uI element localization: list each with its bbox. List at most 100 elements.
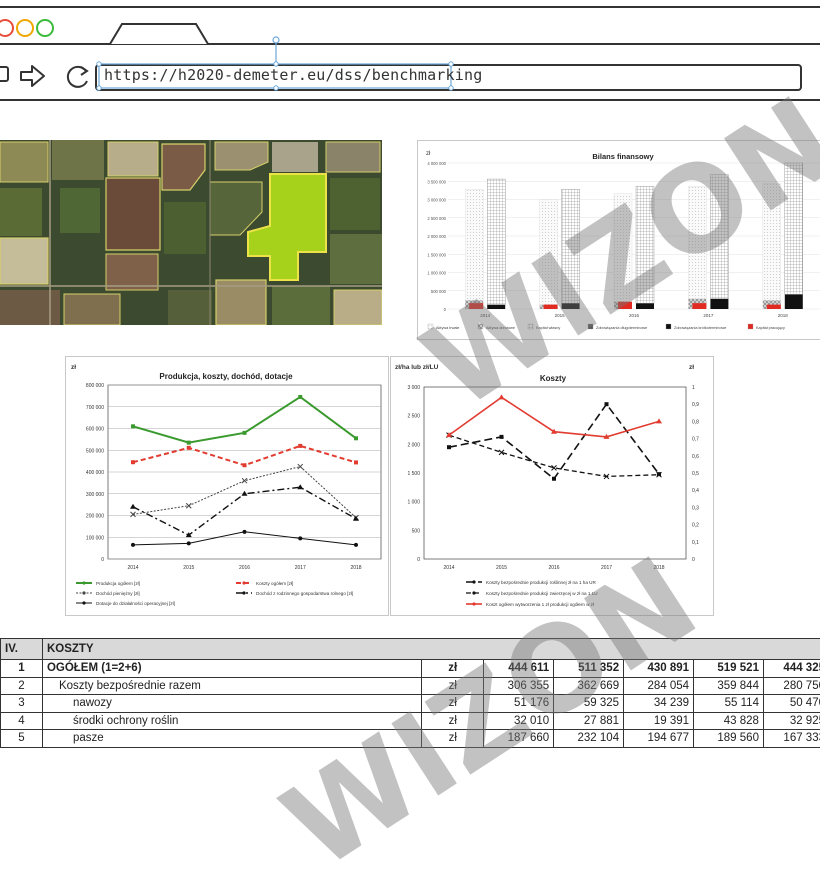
plot-area-frame xyxy=(424,387,686,559)
row-value: 444 611 xyxy=(484,660,554,678)
row-unit: zł xyxy=(422,695,484,713)
financial-legend-swatch xyxy=(588,324,593,329)
financial-x-tick: 2015 xyxy=(555,313,566,318)
financial-chart-title: Bilans finansowy xyxy=(592,152,654,161)
financial-y-tick: 1 000 000 xyxy=(427,271,446,276)
y2-tick-label: 0,1 xyxy=(692,540,699,546)
row-value: 194 677 xyxy=(624,730,694,748)
reload-icon[interactable] xyxy=(64,63,92,91)
data-point xyxy=(297,484,303,489)
data-point xyxy=(186,503,191,508)
row-number: 3 xyxy=(1,695,43,713)
row-label: Koszty bezpośrednie razem xyxy=(42,677,421,695)
legend-label: Produkcja ogółem [zł] xyxy=(96,581,140,586)
financial-y-tick: 2 500 000 xyxy=(427,216,446,221)
x-tick-label: 2015 xyxy=(183,565,194,571)
data-point xyxy=(605,402,609,406)
legend-label: Dochód pieniężny [zł] xyxy=(96,591,140,596)
financial-bar-fixed-assets xyxy=(465,189,483,300)
legend-marker xyxy=(82,591,85,594)
y-tick-label: 3 000 xyxy=(407,385,420,391)
financial-bar-short-liabilities xyxy=(562,303,580,309)
data-point xyxy=(130,504,136,509)
address-bar-url[interactable]: https://h2020-demeter.eu/dss/benchmarkin… xyxy=(104,66,482,84)
y-tick-label: 600 000 xyxy=(86,427,104,433)
data-point xyxy=(298,536,302,540)
production-costs-income-chart: zł Produkcja, koszty, dochód, dotacje 80… xyxy=(66,357,388,615)
financial-bar-equity xyxy=(785,163,803,294)
x-tick-label: 2017 xyxy=(295,565,306,571)
data-point xyxy=(242,491,248,496)
costs-chart-left-unit: zł/ha lub zł/LU xyxy=(395,364,439,371)
financial-legend-swatch xyxy=(478,324,483,329)
y-tick-label: 400 000 xyxy=(86,470,104,476)
row-label: pasze xyxy=(42,730,421,748)
row-value: 43 828 xyxy=(694,712,764,730)
data-point xyxy=(131,424,135,428)
data-point xyxy=(243,431,247,435)
financial-bar-fixed-assets xyxy=(540,200,558,305)
forward-arrow-icon[interactable] xyxy=(18,63,48,89)
row-unit: zł xyxy=(422,660,484,678)
row-number: 2 xyxy=(1,677,43,695)
x-tick-label: 2014 xyxy=(127,565,138,571)
data-point xyxy=(354,436,358,440)
financial-bar-fixed-assets xyxy=(688,186,706,298)
y2-tick-label: 0,2 xyxy=(692,523,699,529)
data-point xyxy=(243,463,247,467)
financial-bar-short-liabilities xyxy=(636,303,654,309)
y2-tick-label: 0,6 xyxy=(692,454,699,460)
row-value: 280 750 xyxy=(763,677,820,695)
row-number: 1 xyxy=(1,660,43,678)
financial-y-tick: 500 000 xyxy=(431,289,447,294)
y-tick-label: 0 xyxy=(417,557,420,563)
x-tick-label: 2016 xyxy=(548,565,559,571)
row-value: 444 325 xyxy=(763,660,820,678)
row-value: 32 010 xyxy=(484,712,554,730)
row-unit: zł xyxy=(422,730,484,748)
row-value: 187 660 xyxy=(484,730,554,748)
aerial-field-map[interactable] xyxy=(0,140,382,325)
financial-y-tick: 3 000 000 xyxy=(427,198,446,203)
row-value: 519 521 xyxy=(694,660,764,678)
x-tick-label: 2014 xyxy=(443,565,454,571)
financial-bar-working-capital xyxy=(692,303,706,309)
production-chart-panel: zł Produkcja, koszty, dochód, dotacje 80… xyxy=(65,356,389,616)
y2-tick-label: 0,9 xyxy=(692,402,699,408)
y-tick-label: 500 000 xyxy=(86,448,104,454)
data-point xyxy=(500,435,504,439)
data-point xyxy=(187,541,191,545)
y-tick-label: 300 000 xyxy=(86,492,104,498)
row-value: 19 391 xyxy=(624,712,694,730)
row-label: OGÓŁEM (1=2+6) xyxy=(42,660,421,678)
data-point xyxy=(298,395,302,399)
y-tick-label: 100 000 xyxy=(86,535,104,541)
data-point xyxy=(131,543,135,547)
financial-legend-swatch xyxy=(428,324,433,329)
y2-tick-label: 1 xyxy=(692,385,695,391)
row-value: 189 560 xyxy=(694,730,764,748)
row-number: 4 xyxy=(1,712,43,730)
row-value: 55 114 xyxy=(694,695,764,713)
row-value: 32 925 xyxy=(763,712,820,730)
data-point xyxy=(499,394,505,399)
financial-bar-fixed-assets xyxy=(763,183,781,300)
data-point xyxy=(447,445,451,449)
y-tick-label: 800 000 xyxy=(86,383,104,389)
financial-y-tick: 4 000 000 xyxy=(427,161,446,166)
data-point xyxy=(354,543,358,547)
row-value: 27 881 xyxy=(554,712,624,730)
row-number: 5 xyxy=(1,730,43,748)
data-point xyxy=(298,444,302,448)
browser-frame xyxy=(0,0,820,110)
data-point xyxy=(656,418,662,423)
financial-bar-equity xyxy=(636,186,654,303)
y-tick-label: 200 000 xyxy=(86,514,104,520)
financial-legend-label: Zobowiązania krótkoterminowe xyxy=(674,326,726,330)
financial-bar-equity xyxy=(710,175,728,299)
row-value: 359 844 xyxy=(694,677,764,695)
